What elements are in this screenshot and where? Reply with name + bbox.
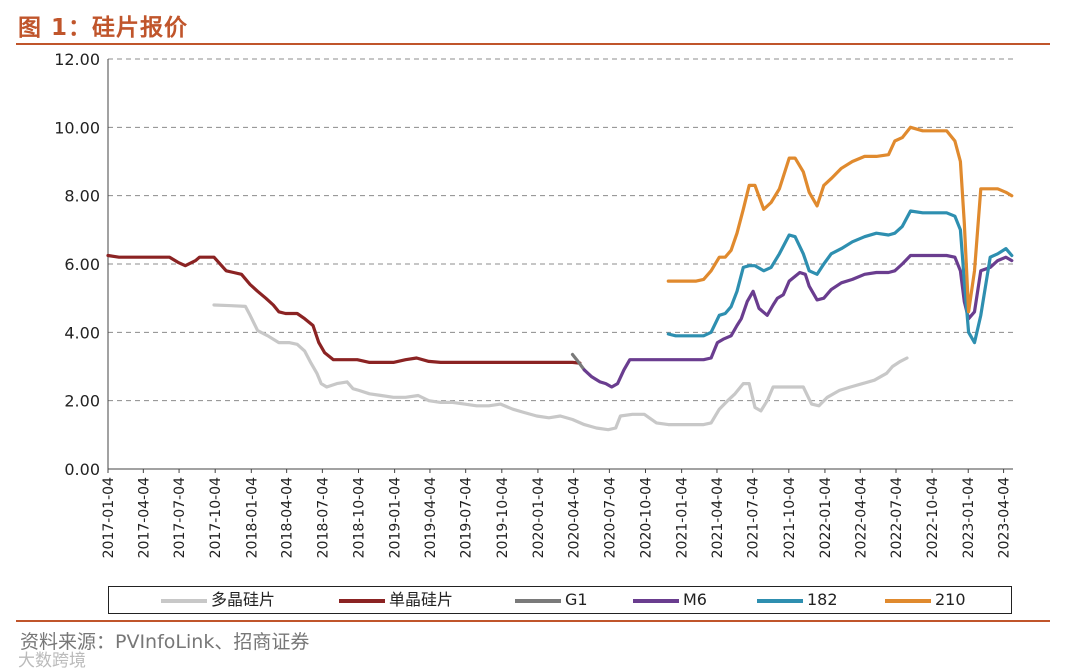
watermark: 大数跨境 xyxy=(18,651,86,671)
y-tick-label: 6.00 xyxy=(64,255,100,274)
x-tick-label: 2022-04-04 xyxy=(853,477,869,558)
series-line-5 xyxy=(666,125,1014,314)
series-lines xyxy=(106,125,1014,432)
x-tick-label: 2017-04-04 xyxy=(136,477,152,558)
line-chart: 0.00 2.00 4.00 6.00 8.00 10.00 12.00 2017-01-0… xyxy=(54,50,1014,558)
y-tick-label: 8.00 xyxy=(64,187,100,206)
legend-label-0: 多晶硅片 xyxy=(211,590,276,609)
series-line-3 xyxy=(582,253,1014,389)
x-tick-label: 2018-04-04 xyxy=(280,477,296,558)
series-line-0 xyxy=(212,303,909,432)
chart-title: 图 1：硅片报价 xyxy=(18,15,189,41)
axes xyxy=(107,59,1013,473)
legend-label-1: 单晶硅片 xyxy=(389,590,454,609)
x-tick-label: 2023-04-04 xyxy=(997,477,1013,558)
x-tick-label: 2023-01-04 xyxy=(961,477,977,558)
y-tick-label: 0.00 xyxy=(64,460,100,479)
source-note: 资料来源：PVInfoLink、招商证券 xyxy=(20,631,310,653)
legend-swatch-1 xyxy=(339,599,385,603)
footer-divider xyxy=(16,620,1050,622)
legend-swatch-2 xyxy=(515,599,561,603)
legend-label-3: M6 xyxy=(683,590,707,609)
x-tick-label: 2017-07-04 xyxy=(172,477,188,558)
legend-swatch-5 xyxy=(885,599,931,603)
y-tick-labels: 0.00 2.00 4.00 6.00 8.00 10.00 12.00 xyxy=(54,50,100,479)
x-tick-label: 2021-07-04 xyxy=(746,477,762,558)
x-tick-label: 2020-01-04 xyxy=(531,477,547,558)
title-divider xyxy=(16,43,1050,45)
legend-label-5: 210 xyxy=(935,590,966,609)
series-line-1 xyxy=(106,253,582,365)
grid-lines xyxy=(108,58,1013,402)
legend: 多晶硅片 单晶硅片 G1 M6 182 210 xyxy=(108,586,1012,614)
x-tick-label: 2022-01-04 xyxy=(818,477,834,558)
legend-swatch-4 xyxy=(757,599,803,603)
x-tick-label: 2019-04-04 xyxy=(423,477,439,558)
x-tick-label: 2017-01-04 xyxy=(101,477,117,558)
x-tick-label: 2022-10-04 xyxy=(925,477,941,558)
y-tick-label: 12.00 xyxy=(54,50,100,69)
x-tick-label: 2021-01-04 xyxy=(675,477,691,558)
x-tick-label: 2021-04-04 xyxy=(710,477,726,558)
x-tick-label: 2018-07-04 xyxy=(315,477,331,558)
x-tick-label: 2019-07-04 xyxy=(459,477,475,558)
x-tick-label: 2021-10-04 xyxy=(782,477,798,558)
y-tick-label: 4.00 xyxy=(64,323,100,342)
x-tick-label: 2020-07-04 xyxy=(602,477,618,558)
legend-label-2: G1 xyxy=(565,590,588,609)
legend-swatch-0 xyxy=(161,599,207,603)
x-tick-label: 2018-10-04 xyxy=(351,477,367,558)
series-line-4 xyxy=(666,209,1014,345)
x-tick-label: 2019-01-04 xyxy=(388,477,404,558)
x-tick-label: 2020-04-04 xyxy=(567,477,583,558)
y-tick-label: 10.00 xyxy=(54,118,100,137)
x-tick-label: 2020-10-04 xyxy=(639,477,655,558)
x-tick-label: 2022-07-04 xyxy=(889,477,905,558)
x-tick-label: 2018-01-04 xyxy=(244,477,260,558)
x-tick-label: 2019-10-04 xyxy=(495,477,511,558)
x-tick-labels: 2017-01-04 2017-04-04 2017-07-04 2017-10-04… xyxy=(101,477,1013,558)
x-tick-label: 2017-10-04 xyxy=(208,477,224,558)
y-tick-label: 2.00 xyxy=(64,392,100,411)
legend-swatch-3 xyxy=(633,599,679,603)
legend-label-4: 182 xyxy=(807,590,838,609)
series-line-2 xyxy=(570,352,586,372)
